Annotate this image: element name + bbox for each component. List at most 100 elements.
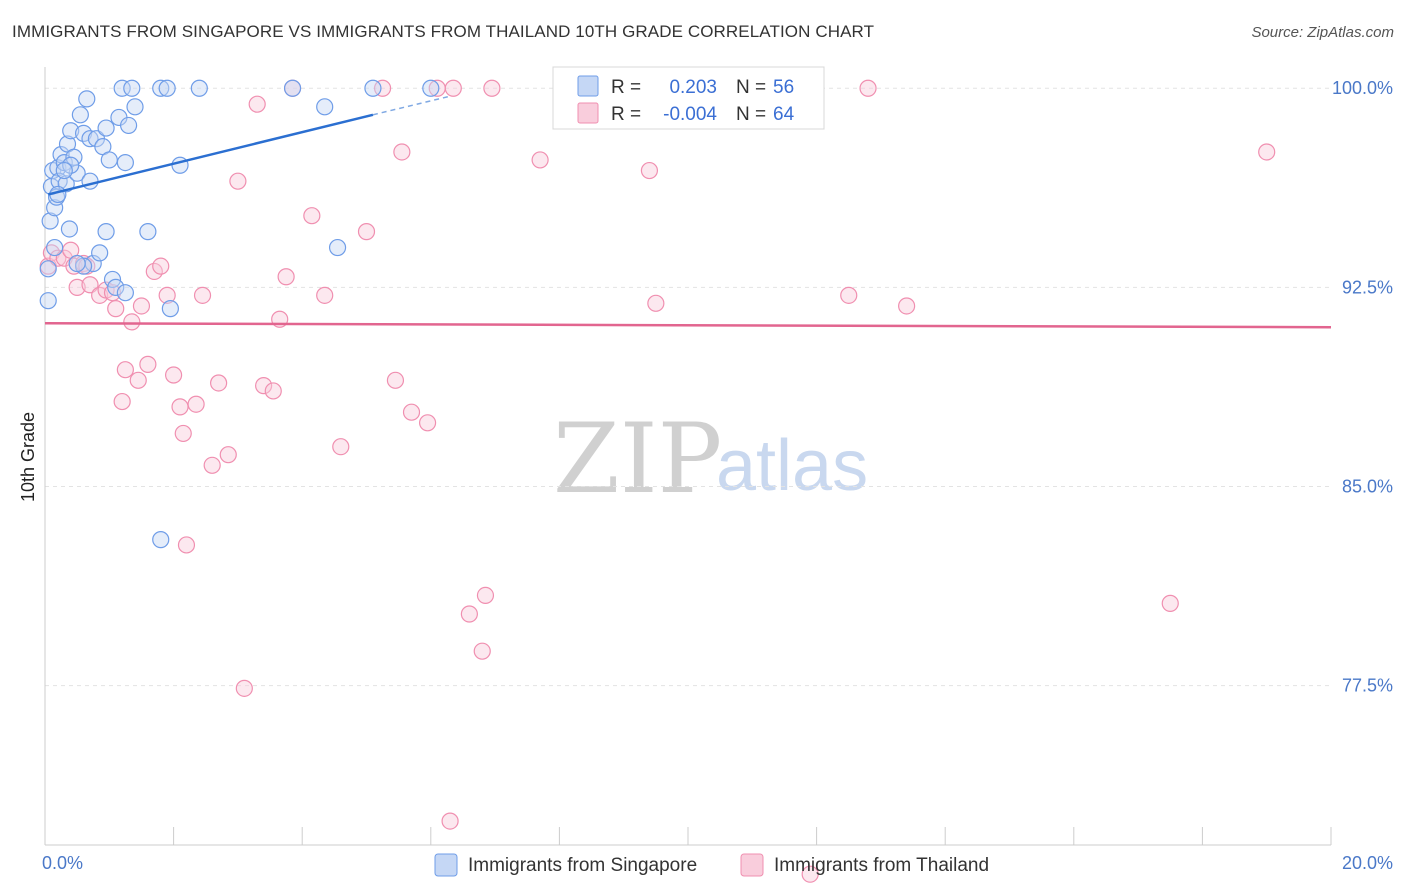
point-singapore — [55, 161, 73, 180]
point-singapore — [422, 79, 440, 97]
point-singapore — [71, 106, 89, 124]
legend: Immigrants from Singapore Immigrants fro… — [434, 853, 989, 877]
point-thailand — [460, 605, 478, 623]
point-thailand — [158, 286, 176, 304]
point-thailand — [441, 812, 459, 830]
y-tick-label: 100.0% — [1332, 78, 1393, 98]
point-singapore — [190, 79, 208, 97]
point-thailand — [174, 424, 192, 443]
point-thailand — [81, 276, 99, 294]
x-tick-label: 0.0% — [42, 853, 83, 873]
y-tick-label: 77.5% — [1342, 676, 1393, 696]
stats-n-value-thailand: 64 — [773, 104, 795, 125]
stats-n-label-thailand: N = — [736, 104, 766, 125]
point-thailand — [193, 286, 212, 304]
point-singapore — [161, 300, 179, 318]
point-singapore — [113, 79, 131, 97]
point-singapore — [62, 122, 80, 140]
point-singapore — [107, 278, 125, 296]
axes — [44, 67, 1332, 846]
trend-line-singapore-extension — [372, 95, 451, 116]
point-singapore — [328, 238, 347, 257]
legend-swatch-singapore — [434, 853, 458, 877]
point-thailand — [113, 392, 131, 411]
point-singapore — [97, 119, 115, 137]
point-thailand — [68, 278, 86, 296]
trend-line-thailand — [44, 321, 1332, 329]
y-tick-label: 92.5% — [1342, 277, 1393, 297]
point-thailand — [444, 79, 462, 97]
point-thailand — [229, 172, 247, 190]
stats-r-value-singapore: 0.203 — [669, 77, 717, 98]
point-thailand — [801, 865, 819, 883]
point-singapore — [283, 79, 302, 97]
point-singapore — [158, 79, 176, 97]
series-singapore-points — [39, 79, 440, 549]
point-thailand — [107, 300, 125, 318]
point-thailand — [165, 366, 183, 384]
point-thailand — [1161, 594, 1179, 612]
stats-n-value-singapore: 56 — [773, 77, 794, 98]
y-axis-label: 10th Grade — [18, 412, 38, 502]
point-thailand — [177, 536, 196, 554]
point-singapore — [81, 130, 99, 148]
chart-source: Source: ZipAtlas.com — [1251, 24, 1394, 41]
chart-title: IMMIGRANTS FROM SINGAPORE VS IMMIGRANTS … — [12, 22, 875, 41]
point-thailand — [129, 371, 147, 389]
point-thailand — [116, 361, 134, 379]
point-thailand — [49, 249, 67, 267]
legend-label-thailand: Immigrants from Thailand — [774, 855, 989, 876]
point-singapore — [41, 212, 59, 230]
watermark-atlas: atlas — [716, 426, 868, 506]
point-thailand — [139, 355, 157, 373]
point-thailand — [255, 377, 273, 395]
point-singapore — [126, 98, 144, 116]
point-thailand — [402, 403, 421, 421]
point-singapore — [39, 260, 57, 278]
point-singapore — [97, 223, 115, 241]
point-thailand — [152, 257, 170, 275]
point-thailand — [277, 268, 295, 286]
y-tick-label: 85.0% — [1342, 477, 1393, 497]
point-thailand — [248, 95, 266, 113]
point-singapore — [46, 238, 64, 257]
stats-r-label-thailand: R = — [611, 104, 641, 125]
x-tick-labels: 0.0% 20.0% — [42, 853, 1393, 873]
point-thailand — [132, 297, 151, 315]
point-thailand — [203, 456, 221, 474]
trend-line-singapore — [47, 113, 374, 196]
stats-r-value-thailand: -0.004 — [663, 104, 717, 125]
point-thailand — [187, 395, 205, 413]
point-thailand — [65, 257, 83, 275]
y-tick-labels: 100.0% 92.5% 85.0% 77.5% — [1332, 78, 1393, 695]
point-singapore — [316, 98, 334, 116]
point-thailand — [303, 207, 321, 225]
point-singapore — [100, 151, 118, 169]
point-thailand — [171, 398, 189, 416]
point-thailand — [386, 371, 405, 389]
stats-box: R = 0.203 N = 56 R = -0.004 N = 64 — [552, 66, 825, 130]
point-singapore — [116, 284, 134, 302]
point-thailand — [473, 642, 491, 660]
x-tick-label: 20.0% — [1342, 853, 1393, 873]
point-singapore — [123, 79, 141, 97]
series-thailand-points — [39, 79, 1276, 883]
legend-swatch-thailand — [740, 853, 764, 877]
point-thailand — [898, 297, 916, 315]
point-thailand — [531, 151, 549, 169]
point-singapore — [46, 199, 64, 217]
point-thailand — [640, 161, 659, 180]
point-thailand — [647, 294, 665, 312]
stats-r-label-singapore: R = — [611, 77, 641, 98]
point-thailand — [373, 79, 392, 97]
point-thailand — [235, 679, 253, 697]
point-thailand — [357, 223, 376, 241]
point-thailand — [210, 374, 228, 392]
point-thailand — [123, 313, 141, 331]
point-thailand — [316, 286, 334, 304]
point-thailand — [264, 382, 282, 400]
point-singapore — [152, 79, 170, 97]
stats-swatch-singapore — [577, 75, 599, 97]
point-thailand — [483, 79, 501, 97]
